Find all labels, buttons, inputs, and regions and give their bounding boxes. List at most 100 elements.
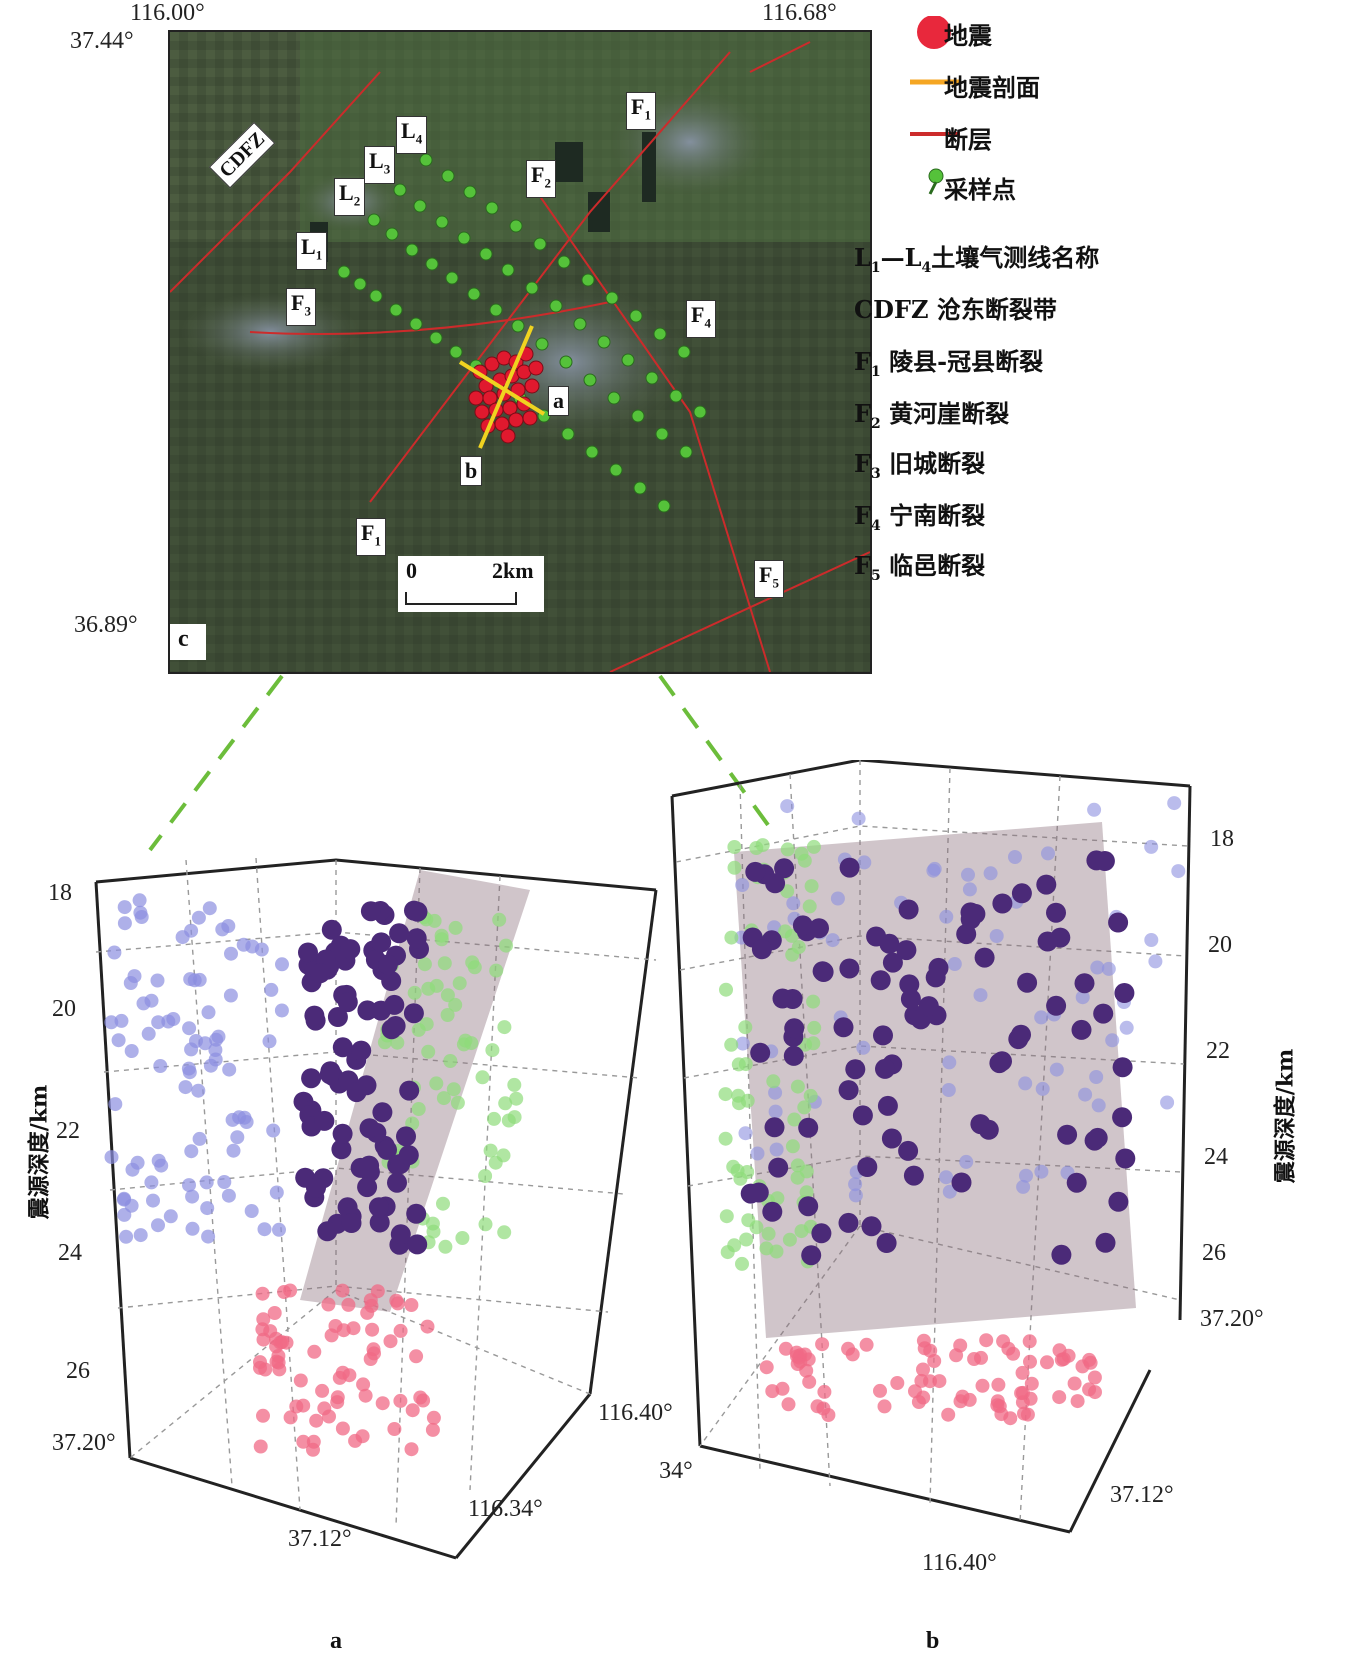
- panel-a-green-point: [411, 1102, 426, 1116]
- panel-a-red-point: [346, 1321, 361, 1336]
- panel-b-green-point: [727, 860, 742, 875]
- panel-a-red-points: [253, 1283, 441, 1457]
- panel-a-blue-point: [211, 1029, 226, 1044]
- satellite-map[interactable]: 0 2km c CDFZ L4 L3 L2 L1 F1 F2 F3 F4 F1 …: [168, 30, 872, 674]
- panel-a-green-point: [499, 938, 513, 953]
- panel-a-blue-point: [178, 1080, 193, 1095]
- map-imagery: [170, 32, 870, 672]
- panel-a-red-point: [255, 1286, 270, 1301]
- panel-a-red-point: [416, 1393, 431, 1408]
- panel-b-red-point: [1017, 1406, 1031, 1421]
- panel-b-blue-point: [848, 1177, 863, 1192]
- panel-b-purple-point: [784, 1018, 805, 1039]
- panel-a-red-point: [370, 1284, 385, 1299]
- panel-a-red-point: [375, 1396, 390, 1411]
- panel-a-green-point: [448, 920, 463, 935]
- panel-a-green-point: [427, 913, 442, 928]
- panel-a-purple-point: [396, 1126, 416, 1147]
- panel-a-green-point: [434, 932, 449, 947]
- panel-a-red-point: [306, 1442, 320, 1457]
- panel-b-green-point: [794, 1224, 809, 1239]
- panel-a-blue-point: [182, 1178, 196, 1193]
- legend-pin-icon: [928, 168, 944, 195]
- panel-a-red-point: [335, 1283, 350, 1298]
- panel-b-purple-point: [1112, 1057, 1133, 1078]
- panel-a-green-point: [377, 1035, 392, 1050]
- panel-b-purple-point: [838, 1212, 859, 1233]
- panel-b-purple-point: [751, 939, 772, 960]
- panel-a-blue-point: [269, 1185, 284, 1200]
- panel-b-purple-point: [798, 1196, 819, 1217]
- panel-a-3d-plot[interactable]: 18 20 22 24 26 37.20° 37.12° 116.40° 116…: [0, 850, 700, 1670]
- panel-b-purple-point: [811, 1223, 832, 1244]
- panel-b-purple-point: [1046, 995, 1067, 1016]
- panel-b-purple-point: [839, 857, 860, 878]
- panel-a-blue-point: [222, 1062, 237, 1077]
- panel-a-purple-point: [327, 1007, 348, 1027]
- panel-a-blue-point: [141, 1026, 156, 1041]
- panel-b-red-point: [916, 1362, 930, 1377]
- panel-b-green-point: [718, 1087, 733, 1102]
- panel-a-blue-point: [127, 969, 142, 984]
- panel-b-blue-point: [768, 1104, 783, 1119]
- panel-a-blue-point: [191, 1083, 206, 1098]
- panel-b-purple-point: [1036, 874, 1057, 895]
- panel-b-blue-point: [1091, 1098, 1106, 1113]
- panel-b-blue-point: [1144, 839, 1159, 854]
- panel-b-green-point: [787, 1112, 802, 1127]
- panel-a-red-point: [273, 1335, 288, 1350]
- panel-a-red-point: [360, 1305, 375, 1320]
- panel-a-purple-point: [314, 1110, 335, 1131]
- panel-b-blue-point: [959, 1154, 974, 1169]
- panel-b-purple-point: [974, 947, 995, 968]
- panel-b-red-point: [1052, 1390, 1067, 1405]
- panel-a-green-point: [498, 1096, 513, 1111]
- panel-b-green-point: [727, 840, 742, 854]
- panel-a-lat-tick-1: 37.20°: [52, 1430, 116, 1456]
- panel-b-blue-point: [1034, 1010, 1049, 1025]
- legend-earthquake: 地震: [944, 21, 992, 50]
- panel-a-blue-point: [133, 905, 148, 920]
- panel-b-blue-point: [851, 811, 866, 826]
- panel-b-red-point: [841, 1341, 856, 1356]
- panel-a-red-point: [341, 1297, 356, 1312]
- panel-b-purple-point: [765, 873, 786, 894]
- panel-b-purple-point: [877, 1095, 898, 1116]
- panel-a-red-point: [348, 1433, 363, 1448]
- panel-b-red-point: [775, 1381, 790, 1396]
- panel-a-depth-tick-18: 18: [48, 880, 72, 906]
- panel-b-purple-point: [783, 1045, 804, 1066]
- panel-a-purple-point: [306, 1177, 326, 1198]
- panel-a-green-point: [475, 1070, 490, 1085]
- panel-b-purple-point: [881, 1128, 902, 1149]
- panel-a-purple-point: [387, 1172, 407, 1193]
- panel-a-blue-point: [199, 1175, 214, 1190]
- panel-b-red-point: [1075, 1359, 1090, 1374]
- panel-a-green-point: [390, 1035, 405, 1050]
- panel-a-red-point: [269, 1354, 284, 1369]
- panel-b-red-point: [1015, 1365, 1030, 1380]
- panel-b-purple-point: [1115, 1148, 1136, 1169]
- panel-a-blue-point: [215, 922, 230, 937]
- legend-f5: F5 临邑断裂: [854, 551, 986, 584]
- panel-b-lat-tick-1: 37.20°: [1200, 1306, 1264, 1332]
- panel-b-red-point: [1070, 1394, 1085, 1409]
- panel-b-purple-point: [792, 915, 813, 936]
- panel-b-blue-point: [983, 866, 998, 881]
- panel-a-blue-point: [274, 1003, 289, 1018]
- panel-a-purple-point: [381, 1019, 402, 1040]
- panel-a-purple-point: [357, 1000, 378, 1021]
- panel-b-purple-point: [960, 902, 981, 923]
- panel-a-purple-point: [371, 932, 392, 953]
- panel-b-purple-point: [801, 1245, 822, 1266]
- legend-earthquake-icon: [917, 16, 951, 49]
- panel-b-red-point: [890, 1376, 905, 1390]
- panel-a-blue-point: [191, 910, 206, 925]
- panel-b-green-point: [761, 1226, 776, 1241]
- panel-b-depth-tick-24: 24: [1204, 1144, 1228, 1170]
- panel-b-purple-point: [876, 1233, 897, 1253]
- panel-b-purple-point: [951, 1172, 972, 1193]
- panel-b-3d-plot[interactable]: 18 20 22 24 26 37.20° 37.12° 116.34° 116…: [660, 760, 1372, 1660]
- panel-b-red-point: [778, 1341, 793, 1356]
- legend-sample: 采样点: [944, 175, 1016, 204]
